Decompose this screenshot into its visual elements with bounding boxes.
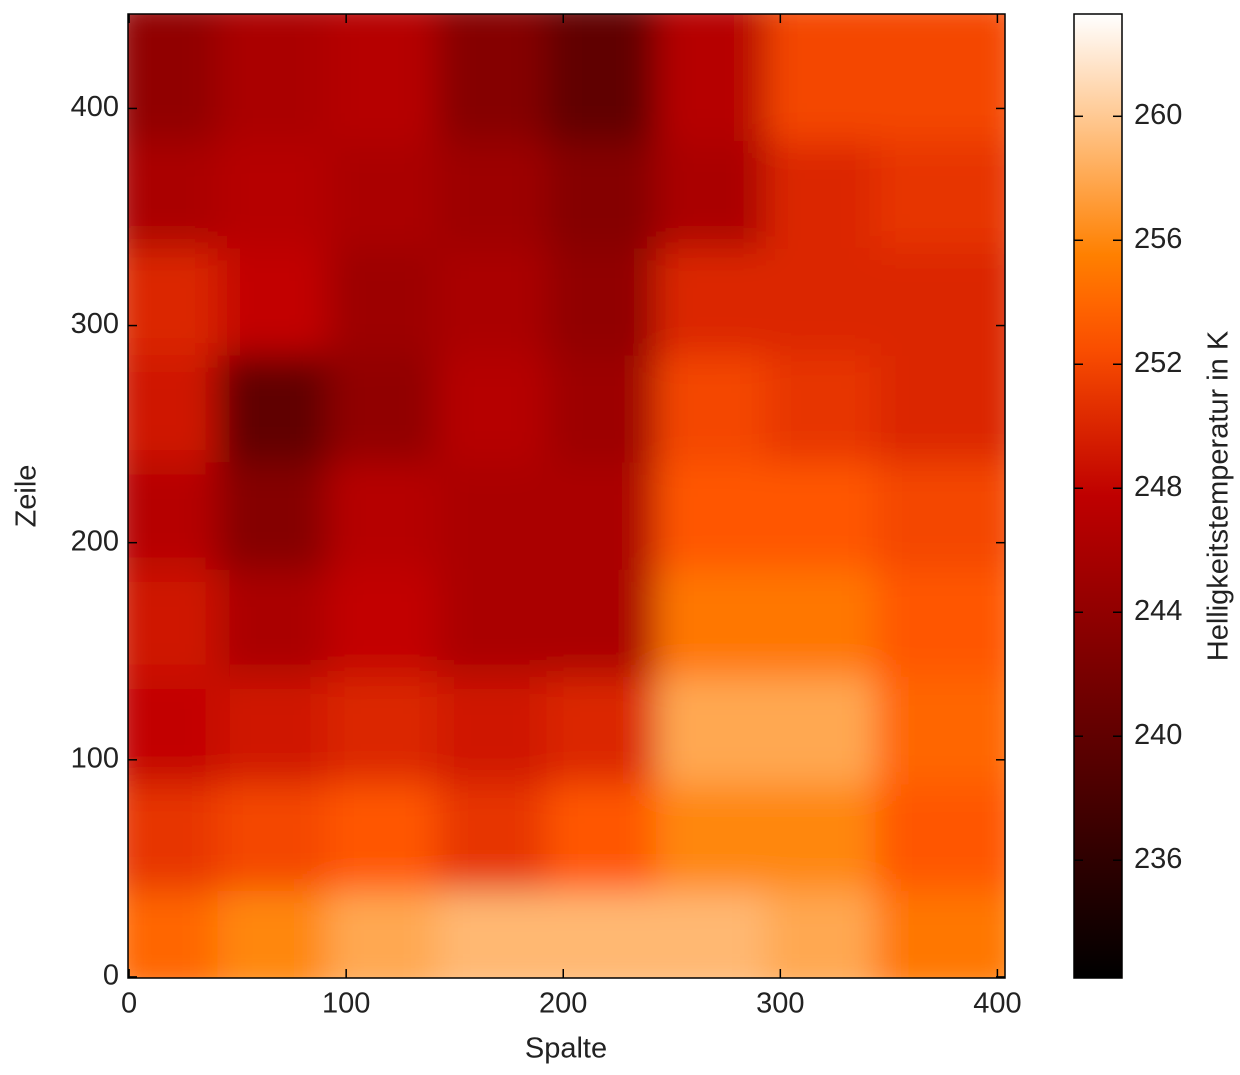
colorbar-tick-label: 240 xyxy=(1134,719,1182,751)
x-tick-label: 100 xyxy=(322,988,370,1020)
plot-frame xyxy=(127,13,1006,979)
colorbar-label: Helligkeitstemperatur in K xyxy=(1203,330,1235,661)
heatmap-cells xyxy=(128,14,1005,978)
x-tick-label: 200 xyxy=(539,988,587,1020)
colorbar-tick-label: 236 xyxy=(1134,843,1182,875)
axes: 0 100 200 300 400 0 100 200 300 400 xyxy=(71,13,1022,1020)
heatmap-cell xyxy=(875,14,1005,142)
colorbar-tick-label: 248 xyxy=(1134,471,1182,503)
colorbar-tick-label: 260 xyxy=(1134,99,1182,131)
colorbar: 236 240 244 248 252 256 260 xyxy=(1073,13,1182,979)
x-tick-label: 0 xyxy=(121,988,137,1020)
colorbar-tick-label: 244 xyxy=(1134,595,1182,627)
x-tick-label: 300 xyxy=(756,988,804,1020)
x-tick-label: 400 xyxy=(973,988,1021,1020)
colorbar-tick-label: 252 xyxy=(1134,347,1182,379)
x-axis-label: Spalte xyxy=(525,1033,607,1065)
y-tick-label: 0 xyxy=(103,960,119,992)
y-tick-label: 100 xyxy=(71,742,119,774)
y-axis-label: Zeile xyxy=(11,465,43,528)
heatmap xyxy=(128,14,1005,978)
colorbar-fill xyxy=(1073,13,1123,979)
y-tick-label: 200 xyxy=(71,525,119,557)
y-tick-label: 300 xyxy=(71,308,119,340)
y-tick-label: 400 xyxy=(71,91,119,123)
colorbar-tick-label: 256 xyxy=(1134,223,1182,255)
